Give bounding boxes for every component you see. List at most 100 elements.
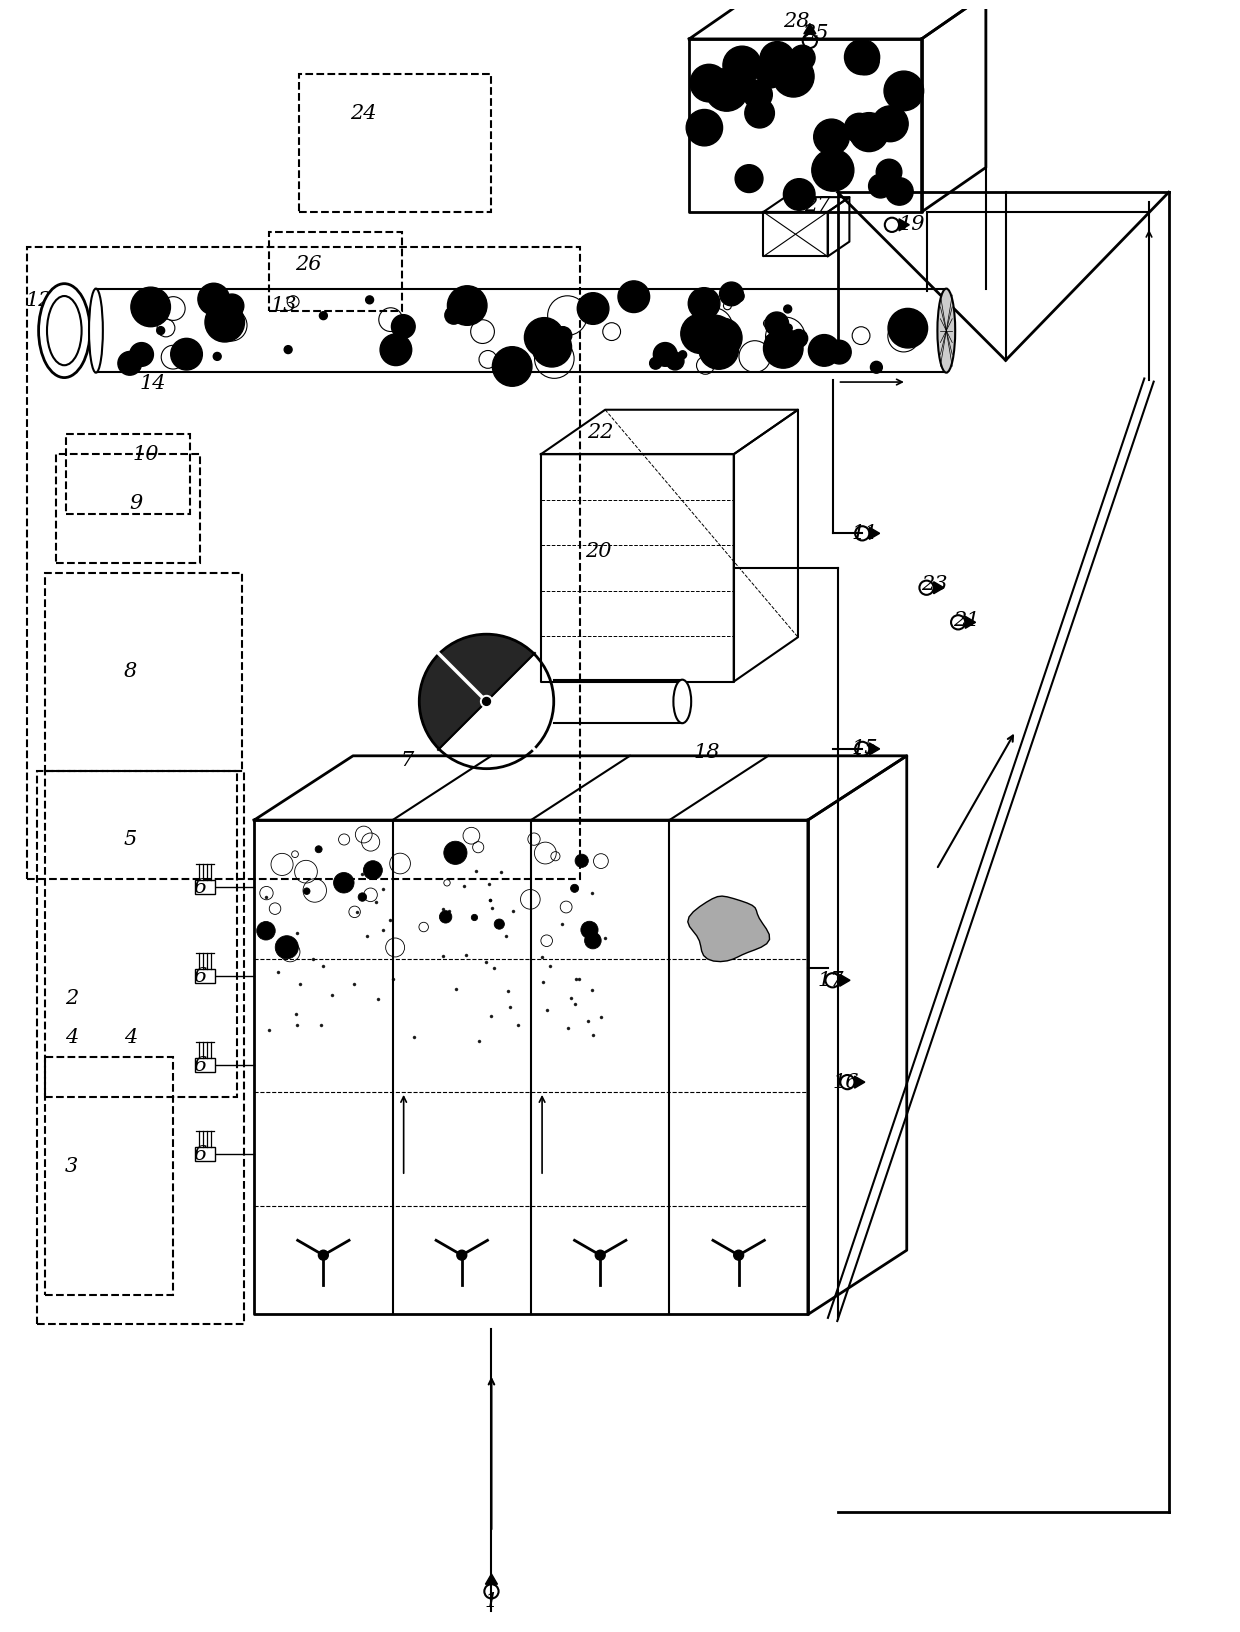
Text: 27: 27 (805, 196, 831, 214)
Polygon shape (899, 219, 909, 230)
Polygon shape (934, 581, 944, 594)
Circle shape (618, 281, 650, 313)
Text: 15: 15 (852, 739, 878, 759)
Circle shape (681, 313, 720, 354)
Text: 26: 26 (295, 255, 321, 274)
Text: 21: 21 (952, 610, 980, 630)
Circle shape (699, 330, 739, 369)
Bar (269, 232, 403, 310)
Ellipse shape (673, 679, 691, 723)
Circle shape (213, 353, 221, 361)
Text: 4: 4 (124, 1028, 138, 1048)
Circle shape (706, 69, 748, 111)
Circle shape (719, 282, 743, 305)
Circle shape (733, 290, 744, 302)
Circle shape (471, 914, 477, 920)
Text: 6: 6 (193, 966, 206, 986)
Circle shape (884, 72, 924, 111)
Circle shape (275, 935, 299, 960)
Text: 11: 11 (852, 524, 878, 543)
Circle shape (532, 328, 572, 367)
Bar (56, 454, 200, 563)
Circle shape (304, 888, 310, 894)
Circle shape (554, 326, 572, 344)
Polygon shape (965, 617, 976, 628)
Text: 23: 23 (921, 574, 947, 594)
Circle shape (734, 1250, 744, 1260)
Bar (299, 73, 491, 212)
Circle shape (575, 854, 588, 867)
Text: 10: 10 (133, 446, 159, 463)
Text: 22: 22 (587, 423, 614, 442)
Bar (195, 969, 215, 982)
Circle shape (765, 335, 774, 343)
Circle shape (392, 315, 415, 338)
Circle shape (723, 46, 761, 85)
Circle shape (691, 64, 728, 101)
Circle shape (118, 351, 141, 375)
Circle shape (888, 308, 928, 348)
Circle shape (495, 919, 505, 929)
Circle shape (666, 353, 684, 370)
Circle shape (653, 343, 677, 366)
Text: 18: 18 (693, 743, 720, 762)
Circle shape (492, 346, 532, 387)
Ellipse shape (47, 295, 82, 366)
Polygon shape (854, 1075, 864, 1089)
Circle shape (584, 932, 601, 948)
Circle shape (358, 893, 367, 901)
Text: 25: 25 (802, 24, 830, 44)
Text: 14: 14 (140, 374, 166, 393)
Circle shape (877, 160, 901, 184)
Polygon shape (804, 23, 816, 34)
Circle shape (334, 873, 355, 893)
Circle shape (765, 312, 789, 336)
Text: 9: 9 (129, 494, 143, 512)
Circle shape (844, 39, 879, 75)
Circle shape (221, 315, 232, 326)
Circle shape (445, 307, 463, 325)
Bar (195, 880, 215, 894)
Polygon shape (869, 527, 879, 539)
Polygon shape (485, 1573, 497, 1585)
Circle shape (688, 287, 720, 320)
Circle shape (456, 1250, 466, 1260)
Circle shape (570, 885, 579, 893)
Text: 6: 6 (193, 1144, 206, 1164)
Bar (66, 434, 190, 514)
Circle shape (784, 178, 815, 211)
Ellipse shape (89, 289, 103, 372)
Circle shape (320, 312, 327, 320)
Circle shape (580, 920, 598, 938)
Circle shape (870, 361, 883, 374)
Circle shape (815, 153, 849, 188)
Bar (45, 1058, 174, 1294)
Circle shape (131, 287, 170, 326)
Circle shape (827, 339, 851, 364)
Circle shape (844, 113, 874, 144)
Circle shape (790, 46, 815, 70)
Text: 16: 16 (832, 1072, 858, 1092)
Circle shape (784, 305, 791, 313)
Circle shape (284, 346, 293, 354)
Circle shape (868, 175, 893, 197)
Circle shape (849, 113, 889, 152)
Polygon shape (839, 974, 849, 986)
Circle shape (785, 325, 792, 331)
Circle shape (366, 295, 373, 304)
Circle shape (481, 695, 492, 707)
Circle shape (482, 697, 491, 705)
Circle shape (764, 328, 804, 369)
Circle shape (595, 1250, 605, 1260)
Circle shape (439, 911, 451, 924)
Bar (37, 770, 244, 1325)
Circle shape (872, 106, 908, 142)
Text: 5: 5 (124, 831, 138, 849)
Circle shape (686, 109, 723, 145)
Text: 4: 4 (64, 1028, 78, 1048)
Circle shape (678, 351, 687, 359)
Circle shape (703, 318, 742, 357)
Circle shape (130, 343, 154, 366)
Circle shape (732, 290, 740, 299)
Circle shape (578, 292, 609, 325)
